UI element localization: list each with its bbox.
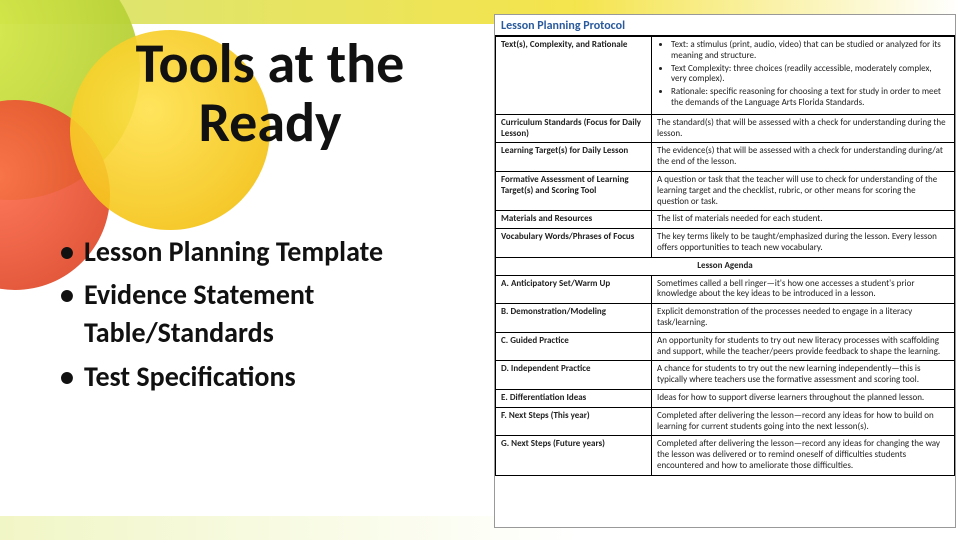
bullet-list: Lesson Planning Template Evidence Statem… xyxy=(60,233,480,396)
row-desc: The key terms likely to be taught/emphas… xyxy=(652,229,955,258)
left-column: Tools at the Ready Lesson Planning Templ… xyxy=(60,35,480,402)
bullet-item: Test Specifications xyxy=(60,358,480,396)
table-row: G. Next Steps (Future years) Completed a… xyxy=(496,436,955,475)
table-row: A. Anticipatory Set/Warm Up Sometimes ca… xyxy=(496,275,955,304)
table-row: Curriculum Standards (Focus for Daily Le… xyxy=(496,114,955,143)
table-row: E. Differentiation Ideas Ideas for how t… xyxy=(496,389,955,407)
row-label: C. Guided Practice xyxy=(496,332,652,361)
protocol-document: Lesson Planning Protocol Text(s), Comple… xyxy=(494,14,956,528)
row-label: B. Demonstration/Modeling xyxy=(496,304,652,333)
row-desc: Completed after delivering the lesson—re… xyxy=(652,436,955,475)
desc-bullet: Rationale: specific reasoning for choosi… xyxy=(671,87,949,109)
row-desc: A chance for students to try out the new… xyxy=(652,361,955,390)
table-row: Learning Target(s) for Daily Lesson The … xyxy=(496,143,955,172)
row-label: Vocabulary Words/Phrases of Focus xyxy=(496,229,652,258)
bullet-item: Evidence Statement Table/Standards xyxy=(60,276,480,352)
row-desc: Sometimes called a bell ringer—it's how … xyxy=(652,275,955,304)
agenda-header-row: Lesson Agenda xyxy=(496,257,955,275)
protocol-heading: Lesson Planning Protocol xyxy=(495,15,955,36)
row-label: Learning Target(s) for Daily Lesson xyxy=(496,143,652,172)
row-label: D. Independent Practice xyxy=(496,361,652,390)
row-label: Formative Assessment of Learning Target(… xyxy=(496,171,652,210)
agenda-heading: Lesson Agenda xyxy=(496,257,955,275)
row-label: F. Next Steps (This year) xyxy=(496,407,652,436)
row-desc: The standard(s) that will be assessed wi… xyxy=(652,114,955,143)
row-label: E. Differentiation Ideas xyxy=(496,389,652,407)
table-row: Text(s), Complexity, and Rationale Text:… xyxy=(496,37,955,115)
table-row: F. Next Steps (This year) Completed afte… xyxy=(496,407,955,436)
row-label: Curriculum Standards (Focus for Daily Le… xyxy=(496,114,652,143)
row-desc: The evidence(s) that will be assessed wi… xyxy=(652,143,955,172)
row-desc: Explicit demonstration of the processes … xyxy=(652,304,955,333)
desc-bullet: Text: a stimulus (print, audio, video) t… xyxy=(671,40,949,62)
slide-title: Tools at the Ready xyxy=(60,35,480,153)
slide: Tools at the Ready Lesson Planning Templ… xyxy=(0,0,960,540)
table-row: Vocabulary Words/Phrases of Focus The ke… xyxy=(496,229,955,258)
row-desc: The list of materials needed for each st… xyxy=(652,211,955,229)
row-desc: Completed after delivering the lesson—re… xyxy=(652,407,955,436)
bullet-item: Lesson Planning Template xyxy=(60,233,480,271)
table-row: Formative Assessment of Learning Target(… xyxy=(496,171,955,210)
row-label: A. Anticipatory Set/Warm Up xyxy=(496,275,652,304)
table-row: C. Guided Practice An opportunity for st… xyxy=(496,332,955,361)
row-desc: Ideas for how to support diverse learner… xyxy=(652,389,955,407)
row-label: Text(s), Complexity, and Rationale xyxy=(496,37,652,115)
desc-bullet: Text Complexity: three choices (readily … xyxy=(671,64,949,86)
row-label: Materials and Resources xyxy=(496,211,652,229)
row-label: G. Next Steps (Future years) xyxy=(496,436,652,475)
row-desc: An opportunity for students to try out n… xyxy=(652,332,955,361)
table-row: B. Demonstration/Modeling Explicit demon… xyxy=(496,304,955,333)
protocol-table: Text(s), Complexity, and Rationale Text:… xyxy=(495,36,955,476)
table-row: Materials and Resources The list of mate… xyxy=(496,211,955,229)
row-desc: Text: a stimulus (print, audio, video) t… xyxy=(652,37,955,115)
row-desc: A question or task that the teacher will… xyxy=(652,171,955,210)
table-row: D. Independent Practice A chance for stu… xyxy=(496,361,955,390)
